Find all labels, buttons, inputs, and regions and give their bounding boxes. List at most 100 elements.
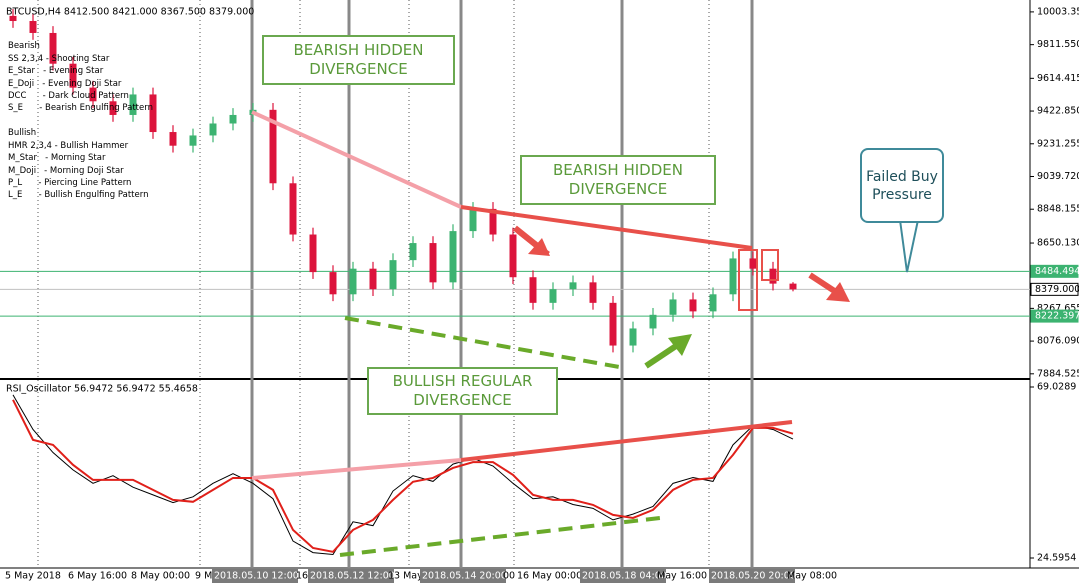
session-lines xyxy=(37,0,754,568)
legend-item: E_Doji - Evening Doji Star xyxy=(8,78,122,89)
level-label-box xyxy=(1030,264,1079,278)
candle-body xyxy=(89,87,97,102)
x-label-box xyxy=(308,569,394,583)
x-tick-label: 00 xyxy=(503,571,515,582)
trend-line xyxy=(460,205,753,250)
highlight-box xyxy=(761,249,779,281)
legend-heading: Bearish xyxy=(8,41,40,51)
x-tick-label: 13 May xyxy=(388,571,423,582)
candle-body xyxy=(189,135,197,146)
candle-body xyxy=(329,272,337,295)
candle-body xyxy=(309,234,317,273)
legend-item: E_Star - Evening Star xyxy=(8,66,104,77)
y-tick-label: 8650.130 xyxy=(1037,238,1079,249)
x-label-box xyxy=(212,569,298,583)
y-tick-label: 10003.350 xyxy=(1037,6,1079,17)
x-tick-label: 16: xyxy=(296,571,311,582)
candle-body xyxy=(29,21,37,33)
annotation: BEARISH HIDDEN DIVERGENCE xyxy=(262,35,455,85)
candle-body xyxy=(709,294,717,312)
candle-body xyxy=(609,302,617,346)
x-tick-label: 16 May 00:00 xyxy=(517,571,582,582)
y-tick-label: 8848.155 xyxy=(1037,204,1079,215)
y-tick-label: 9039.720 xyxy=(1037,171,1079,182)
candle-body xyxy=(9,15,17,22)
oscillator-line xyxy=(12,394,794,556)
x-tick-label: May 16:00 xyxy=(657,571,707,582)
chart-title: BTCUSD,H4 8412.500 8421.000 8367.500 837… xyxy=(6,7,254,18)
candle-body xyxy=(689,299,697,312)
candle-body xyxy=(429,243,437,283)
arrow xyxy=(826,282,850,302)
y-tick-label: 9811.550 xyxy=(1037,39,1079,50)
candle-body xyxy=(449,231,457,283)
legend-heading: Bullish xyxy=(8,128,37,138)
level-label: 8484.494 xyxy=(1035,266,1079,277)
candle-body xyxy=(289,183,297,235)
annotation: BULLISH REGULAR DIVERGENCE xyxy=(367,367,558,415)
x-tick-label: 9 M xyxy=(195,571,212,582)
x-tick-label: 5 May 2018 xyxy=(5,571,61,582)
x-label-box xyxy=(580,569,666,583)
candle-body xyxy=(209,123,217,136)
candle-body xyxy=(349,268,357,295)
candle-body xyxy=(169,132,177,146)
y-tick-label: 8267.655 xyxy=(1037,303,1079,314)
x-tick-label: May 08:00 xyxy=(787,571,837,582)
candle-body xyxy=(589,282,597,303)
y-tick-label: 8076.090 xyxy=(1037,336,1079,347)
callout: Failed Buy Pressure xyxy=(860,148,944,223)
candle-body xyxy=(629,328,637,346)
trend-line xyxy=(344,316,626,370)
candle-body xyxy=(69,63,77,88)
arrow xyxy=(668,334,692,356)
oscillator-title: RSI_Oscillator 56.9472 56.9472 55.4658 xyxy=(6,384,198,395)
plot xyxy=(0,9,1030,556)
trend-line xyxy=(460,420,793,462)
annotation: BEARISH HIDDEN DIVERGENCE xyxy=(520,155,716,205)
trend-line xyxy=(339,516,661,557)
x-tick-label: 2018.05.12 12:00 xyxy=(310,571,395,582)
candle-body xyxy=(489,208,497,235)
y-tick-label: 9614.415 xyxy=(1037,73,1079,84)
legend-item: M_Doji - Morning Doji Star xyxy=(8,165,124,176)
candle-body xyxy=(649,314,657,329)
legend-item: P_L - Piercing Line Pattern xyxy=(8,177,132,188)
legend-item: HMR 2,3,4 - Bullish Hammer xyxy=(8,141,129,151)
level-label: 8222.397 xyxy=(1035,311,1079,322)
x-tick-label: 8 May 00:00 xyxy=(131,571,190,582)
candle-body xyxy=(509,234,517,278)
legend-item: L_E - Bullish Engulfing Pattern xyxy=(8,190,149,201)
arrow xyxy=(513,225,542,251)
candle-body xyxy=(389,260,397,290)
highlight-box xyxy=(738,249,758,311)
x-tick-label: 2018.05.18 04:00 xyxy=(582,571,667,582)
y-tick-label: 69.0289 xyxy=(1037,382,1076,393)
candle-body xyxy=(749,258,757,269)
level-label-box xyxy=(1030,282,1079,296)
legend-item: M_Star - Morning Star xyxy=(8,153,106,164)
y-tick-label: 9231.255 xyxy=(1037,138,1079,149)
legend-item: SS 2,3,4 - Shooting Star xyxy=(8,54,110,64)
candle-body xyxy=(669,299,677,315)
x-tick-label: 6 May 16:00 xyxy=(68,571,127,582)
arrow xyxy=(644,343,678,369)
candle-body xyxy=(529,277,537,303)
x-label-box xyxy=(420,569,506,583)
x-tick-label: 2018.05.20 20:00 xyxy=(711,571,796,582)
x-tick-label: 2018.05.14 20:00 xyxy=(422,571,507,582)
oscillator-line xyxy=(12,399,794,553)
arrow xyxy=(528,238,550,256)
candle-body xyxy=(49,32,57,64)
candle-body xyxy=(229,114,237,124)
candle-body xyxy=(469,208,477,232)
candle-body xyxy=(129,94,137,115)
candle-body xyxy=(549,289,557,303)
trend-line xyxy=(251,458,462,480)
candle-body xyxy=(789,283,797,290)
candle-body xyxy=(369,268,377,290)
arrow xyxy=(808,272,838,295)
